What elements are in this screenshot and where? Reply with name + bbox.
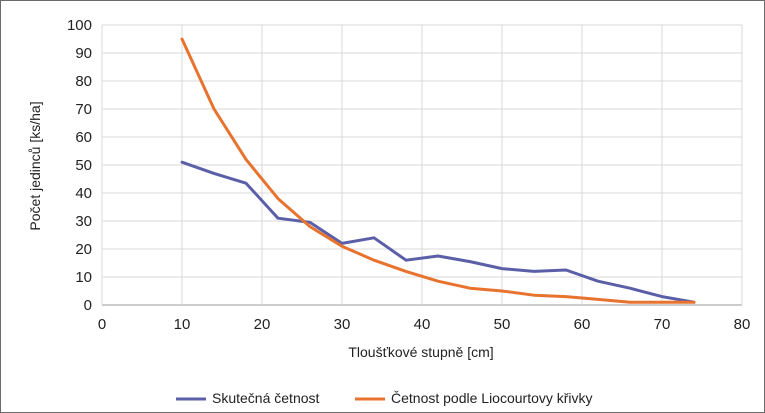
x-tick-label: 30 [334, 316, 351, 333]
legend: Skutečná četnost Četnost podle Liocourtov… [176, 390, 593, 406]
y-tick-label: 80 [75, 73, 92, 90]
legend-label-2: Četnost podle Liocourtovy křivky [391, 390, 593, 406]
x-tick-label: 80 [734, 316, 751, 333]
y-tick-label: 50 [75, 157, 92, 174]
series-layer [180, 37, 696, 304]
legend-label-1: Skutečná četnost [212, 390, 320, 406]
y-tick-label: 30 [75, 213, 92, 230]
y-tick-label: 40 [75, 185, 92, 202]
x-axis-title: Tloušťkové stupně [cm] [348, 344, 493, 360]
grid-layer [101, 24, 743, 306]
x-tick-label: 40 [414, 316, 431, 333]
y-tick-label: 0 [84, 297, 92, 314]
x-tick-label: 60 [574, 316, 591, 333]
series-line-1 [180, 160, 696, 304]
y-tick-label: 60 [75, 129, 92, 146]
x-tick-label: 0 [98, 316, 106, 333]
x-tick-label: 20 [254, 316, 271, 333]
y-tick-label: 70 [75, 101, 92, 118]
x-tick-label: 50 [494, 316, 511, 333]
y-tick-label: 90 [75, 45, 92, 62]
y-tick-label: 100 [67, 17, 92, 34]
series-line-2 [180, 37, 696, 304]
y-tick-label: 20 [75, 241, 92, 258]
y-axis-title: Počet jedinců [ks/ha] [27, 101, 43, 230]
axis-layer: 0 10 20 30 40 50 60 70 80 90 100 0 10 20 30 40 50 60 70 80 [67, 17, 750, 333]
y-tick-label: 10 [75, 269, 92, 286]
x-tick-label: 10 [174, 316, 191, 333]
x-tick-label: 70 [654, 316, 671, 333]
